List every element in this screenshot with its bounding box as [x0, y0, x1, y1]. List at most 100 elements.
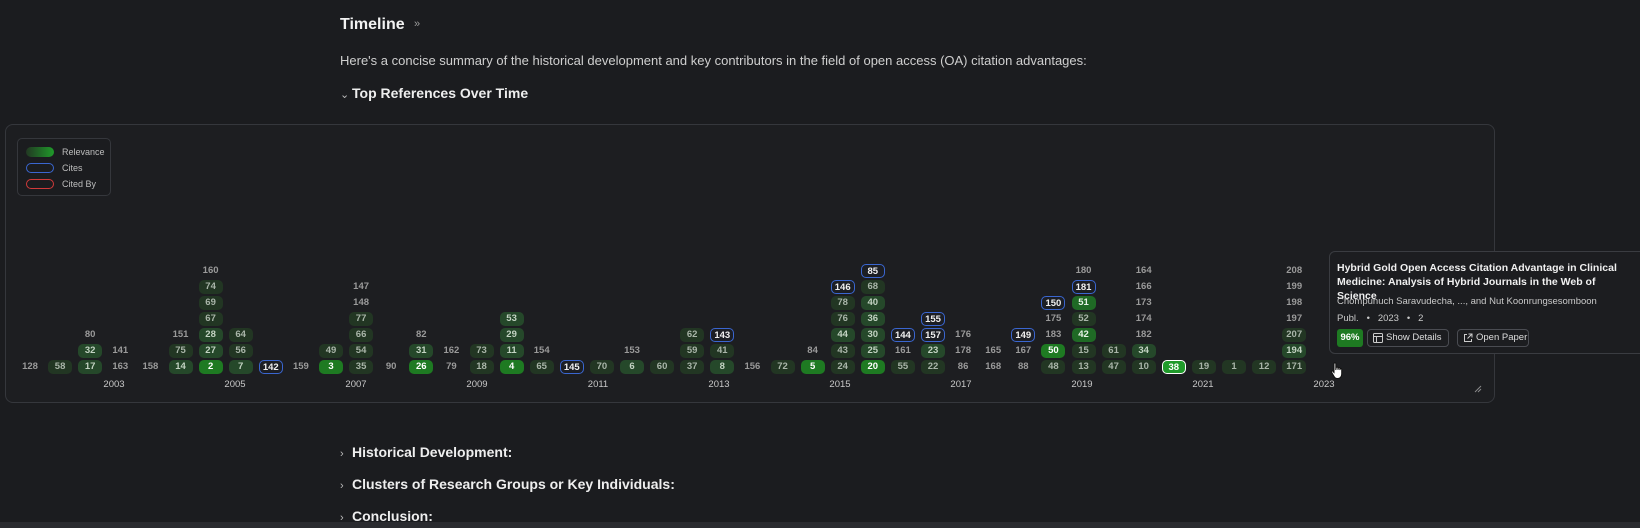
reference-pill[interactable]: 4: [499, 360, 524, 374]
reference-pill[interactable]: 80: [84, 329, 96, 340]
reference-pill[interactable]: 161: [894, 345, 911, 356]
reference-pill[interactable]: 70: [589, 360, 614, 374]
reference-pill[interactable]: 29: [499, 328, 524, 342]
reference-pill[interactable]: 174: [1135, 313, 1152, 324]
reference-pill[interactable]: 157: [921, 328, 945, 342]
reference-pill[interactable]: 41: [710, 344, 735, 358]
reference-pill[interactable]: 88: [1018, 361, 1029, 372]
reference-pill[interactable]: 6: [620, 360, 644, 374]
reference-pill[interactable]: 44: [830, 328, 855, 342]
reference-pill[interactable]: 15: [1071, 344, 1096, 358]
reference-pill[interactable]: 37: [680, 360, 705, 374]
reference-pill[interactable]: 31: [409, 344, 434, 358]
reference-pill[interactable]: 58: [48, 360, 73, 374]
reference-pill[interactable]: 47: [1101, 360, 1126, 374]
reference-pill[interactable]: 22: [921, 360, 945, 374]
reference-pill[interactable]: 10: [1131, 360, 1156, 374]
reference-pill[interactable]: 73: [469, 344, 494, 358]
reference-pill[interactable]: 56: [228, 344, 253, 358]
reference-pill[interactable]: 49: [319, 344, 343, 358]
reference-pill[interactable]: 53: [499, 312, 524, 326]
reference-pill[interactable]: 76: [830, 312, 855, 326]
section-toggle-top-references[interactable]: ⌄ Top References Over Time: [340, 85, 528, 101]
reference-pill[interactable]: 64: [228, 328, 253, 342]
reference-pill[interactable]: 197: [1286, 313, 1303, 324]
reference-pill[interactable]: 182: [1135, 329, 1152, 340]
reference-pill[interactable]: 34: [1131, 344, 1156, 358]
reference-pill[interactable]: 82: [416, 329, 427, 340]
reference-pill[interactable]: 11: [499, 344, 524, 358]
reference-pill[interactable]: 141: [112, 345, 129, 356]
reference-pill[interactable]: 52: [1071, 312, 1096, 326]
reference-pill[interactable]: 159: [292, 361, 309, 372]
reference-pill[interactable]: 148: [353, 297, 370, 308]
reference-pill[interactable]: 61: [1101, 344, 1126, 358]
reference-pill[interactable]: 17: [78, 360, 103, 374]
reference-pill[interactable]: 26: [409, 360, 434, 374]
open-paper-button[interactable]: Open Paper: [1457, 329, 1529, 347]
reference-pill[interactable]: 162: [443, 345, 460, 356]
reference-pill[interactable]: 160: [202, 265, 219, 276]
reference-pill[interactable]: 55: [890, 360, 915, 374]
reference-pill[interactable]: 1: [1222, 360, 1246, 374]
reference-pill[interactable]: 79: [446, 361, 457, 372]
reference-pill[interactable]: 3: [319, 360, 343, 374]
reference-pill[interactable]: 167: [1015, 345, 1032, 356]
reference-pill[interactable]: 166: [1135, 281, 1152, 292]
reference-pill[interactable]: 5: [800, 360, 825, 374]
reference-pill[interactable]: 14: [168, 360, 193, 374]
reference-pill[interactable]: 40: [860, 296, 885, 310]
reference-pill[interactable]: 194: [1282, 344, 1307, 358]
reference-pill[interactable]: 36: [860, 312, 885, 326]
reference-pill[interactable]: 59: [680, 344, 705, 358]
reference-pill[interactable]: 43: [830, 344, 855, 358]
reference-pill[interactable]: 171: [1282, 360, 1307, 374]
show-details-button[interactable]: Show Details: [1367, 329, 1449, 347]
reference-pill[interactable]: 149: [1011, 328, 1036, 342]
reference-pill[interactable]: 151: [172, 329, 189, 340]
reference-pill[interactable]: 143: [710, 328, 735, 342]
reference-pill[interactable]: 23: [921, 344, 945, 358]
reference-pill[interactable]: 163: [112, 361, 129, 372]
reference-pill[interactable]: 32: [78, 344, 103, 358]
reference-pill[interactable]: 208: [1286, 265, 1303, 276]
reference-pill[interactable]: 180: [1075, 265, 1092, 276]
reference-pill[interactable]: 68: [860, 280, 885, 294]
reference-pill[interactable]: 66: [349, 328, 374, 342]
reference-pill[interactable]: 178: [955, 345, 972, 356]
reference-pill[interactable]: 183: [1045, 329, 1062, 340]
reference-pill[interactable]: 158: [142, 361, 159, 372]
reference-pill[interactable]: 150: [1041, 296, 1066, 310]
reference-pill[interactable]: 24: [830, 360, 855, 374]
reference-pill[interactable]: 199: [1286, 281, 1303, 292]
reference-pill[interactable]: 48: [1041, 360, 1066, 374]
reference-pill[interactable]: 85: [860, 264, 885, 278]
section-toggle-clusters[interactable]: › Clusters of Research Groups or Key Indi…: [340, 476, 675, 492]
reference-pill[interactable]: 8: [710, 360, 735, 374]
reference-pill[interactable]: 28: [198, 328, 223, 342]
reference-pill[interactable]: 50: [1041, 344, 1066, 358]
reference-pill[interactable]: 2: [198, 360, 223, 374]
section-toggle-conclusion[interactable]: › Conclusion:: [340, 508, 433, 524]
reference-pill[interactable]: 181: [1071, 280, 1096, 294]
reference-pill[interactable]: 30: [860, 328, 885, 342]
section-toggle-historical[interactable]: › Historical Development:: [340, 444, 512, 460]
reference-pill[interactable]: 18: [469, 360, 494, 374]
reference-pill[interactable]: 72: [770, 360, 795, 374]
reference-pill[interactable]: 75: [168, 344, 193, 358]
reference-pill[interactable]: 146: [830, 280, 855, 294]
reference-pill[interactable]: 13: [1071, 360, 1096, 374]
reference-pill[interactable]: 7: [228, 360, 253, 374]
reference-pill[interactable]: 38: [1161, 360, 1186, 374]
reference-pill[interactable]: 12: [1252, 360, 1277, 374]
resize-handle-icon[interactable]: [1474, 385, 1482, 393]
reference-pill[interactable]: 142: [258, 360, 283, 374]
reference-pill[interactable]: 155: [921, 312, 945, 326]
reference-pill[interactable]: 62: [680, 328, 705, 342]
reference-pill[interactable]: 65: [529, 360, 554, 374]
reference-pill[interactable]: 147: [353, 281, 370, 292]
collapse-icon[interactable]: »: [414, 18, 421, 30]
reference-pill[interactable]: 69: [198, 296, 223, 310]
reference-pill[interactable]: 156: [744, 361, 761, 372]
reference-pill[interactable]: 145: [559, 360, 584, 374]
